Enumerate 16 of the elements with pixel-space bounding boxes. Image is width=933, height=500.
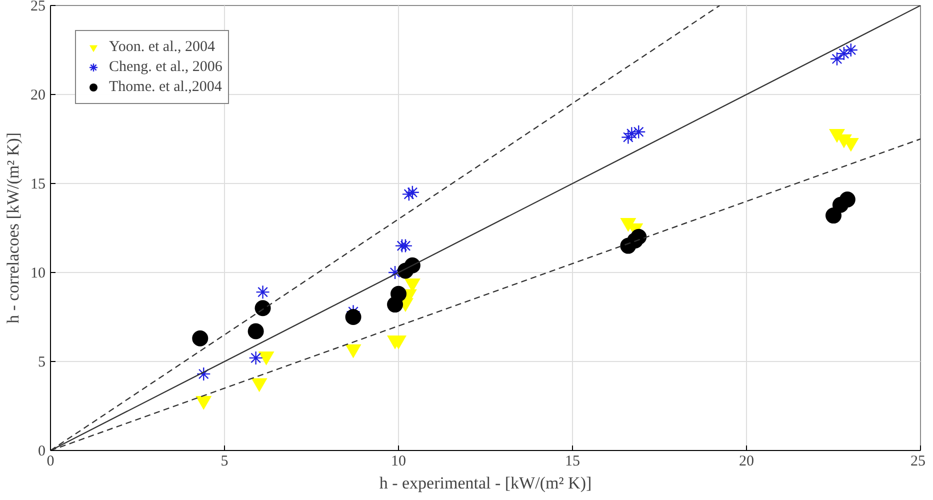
y-tick-label: 5 xyxy=(38,354,46,370)
x-tick-label: 15 xyxy=(565,454,580,470)
y-tick-label: 15 xyxy=(30,176,46,192)
y-tick-label: 25 xyxy=(30,0,46,14)
legend-label: Thome. et al.,2004 xyxy=(109,78,222,96)
legend-label: Cheng. et al., 2006 xyxy=(109,58,222,76)
x-tick-label: 5 xyxy=(220,454,228,470)
x-tick-label: 25 xyxy=(910,454,926,470)
legend-label: Yoon. et al., 2004 xyxy=(109,38,215,56)
x-tick-label: 20 xyxy=(739,454,754,470)
x-tick-label: 10 xyxy=(391,454,406,470)
y-tick-label: 20 xyxy=(30,88,46,104)
y-axis-title: h - correlacoes [kW/(m² K)] xyxy=(4,132,22,324)
y-tick-label: 10 xyxy=(30,266,46,282)
x-axis-title: h - experimental - [kW/(m² K)] xyxy=(379,474,592,492)
y-tick-label: 0 xyxy=(38,444,46,460)
